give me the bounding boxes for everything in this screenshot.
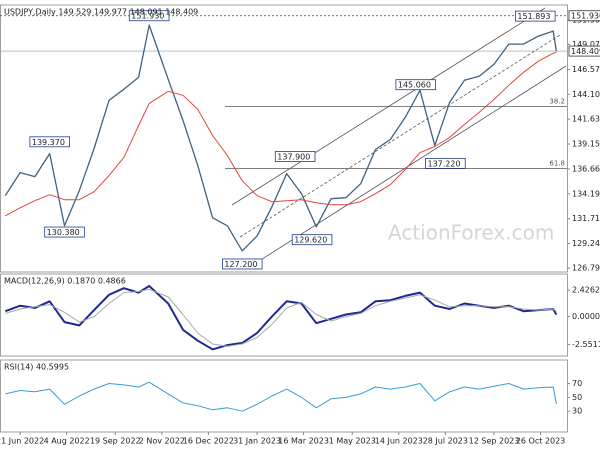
x-tick-label: 16 Mar 2023 <box>278 437 329 446</box>
annotation-label: 137.220 <box>427 159 460 168</box>
annotation-label-box <box>221 258 263 270</box>
x-tick-label: 2 Nov 2022 <box>139 437 185 446</box>
price-box-box <box>568 45 600 57</box>
series-line <box>5 288 557 347</box>
annotation-label-box <box>29 136 70 148</box>
x-tick-label: 19 Sep 2022 <box>90 437 141 446</box>
annotation-label-box <box>274 151 316 162</box>
panel-frame <box>0 4 568 273</box>
y-tick-label: 30 <box>572 407 582 416</box>
y-tick-label: 139.150 <box>572 140 600 149</box>
panel-title: USDJPY,Daily 149.529 149.977 148.091 148… <box>4 8 198 17</box>
annotation-label: 151.930 <box>131 12 164 21</box>
price-box: 148.409 <box>571 47 600 56</box>
y-tick-label: 149.070 <box>572 40 600 49</box>
annotation-label: 129.620 <box>294 236 327 245</box>
annotation-label-box <box>425 157 466 169</box>
annotation-label: 151.893 <box>517 12 550 21</box>
x-tick-label: 14 Jun 2023 <box>375 437 423 446</box>
y-tick-label: 144.100 <box>572 90 600 99</box>
x-tick-label: 21 Jun 2022 <box>0 437 44 446</box>
panel-title: RSI(14) 40.5995 <box>4 363 69 372</box>
series-line <box>4 285 558 351</box>
channel-middle <box>239 34 561 238</box>
y-tick-label: -2.5511 <box>572 340 600 349</box>
x-tick-label: 4 Aug 2022 <box>44 437 90 446</box>
watermark: ActionForex.com <box>388 221 554 245</box>
x-tick-label: 1 May 2023 <box>329 437 376 446</box>
y-tick-label: 50 <box>572 393 582 402</box>
series-line <box>4 24 558 252</box>
x-tick-label: 26 Oct 2023 <box>516 437 565 446</box>
fib-label: 61.8 <box>549 160 565 168</box>
y-tick-label: 141.630 <box>572 115 600 124</box>
y-tick-label: 2.4262 <box>572 286 600 295</box>
x-tick-label: 28 Jul 2023 <box>423 437 468 446</box>
annotation-label-box <box>395 79 436 91</box>
series-line <box>5 381 557 412</box>
y-tick-label: 70 <box>572 379 582 388</box>
fib-label: 38.2 <box>549 97 565 105</box>
annotation-label-box <box>291 234 333 246</box>
series-line <box>5 51 557 217</box>
panel-frame <box>0 273 568 357</box>
annotation-label-box <box>128 10 170 22</box>
price-box: 151.930 <box>571 12 600 21</box>
annotation-label: 137.900 <box>277 153 310 162</box>
x-tick-label: 12 Sep 2023 <box>469 437 520 446</box>
y-tick-label: 134.190 <box>572 189 600 198</box>
annotation-label: 130.380 <box>47 228 80 237</box>
y-tick-label: 126.790 <box>572 264 600 273</box>
annotation-label: 145.060 <box>398 81 431 90</box>
x-tick-label: 31 Jan 2023 <box>233 437 281 446</box>
annotation-label-box <box>515 10 556 22</box>
y-tick-label: 129.240 <box>572 239 600 248</box>
y-tick-label: 146.570 <box>572 65 600 74</box>
annotation-label: 139.370 <box>32 138 65 147</box>
annotation-label: 127.200 <box>224 260 257 269</box>
panel-frame <box>0 359 568 433</box>
y-tick-label: 136.660 <box>572 165 600 174</box>
y-tick-label: 131.710 <box>572 214 600 223</box>
annotation-label-box <box>44 226 85 238</box>
x-tick-label: 16 Dec 2022 <box>183 437 234 446</box>
panel-title: MACD(12,26,9) 0.1870 0.4866 <box>4 277 126 286</box>
y-tick-label: 0.0000 <box>572 312 600 321</box>
price-box-box <box>568 10 600 22</box>
